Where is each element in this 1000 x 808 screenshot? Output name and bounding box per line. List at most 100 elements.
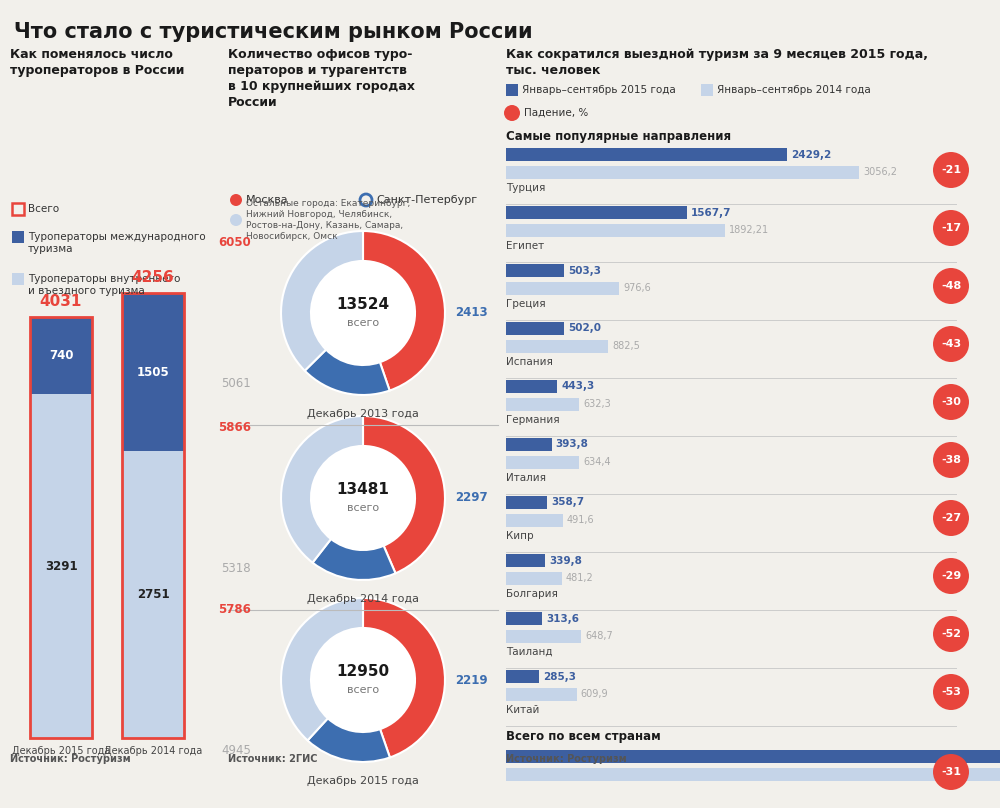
Circle shape: [933, 210, 969, 246]
Text: Декабрь 2014 года: Декабрь 2014 года: [307, 594, 419, 604]
Text: Таиланд: Таиланд: [506, 647, 552, 657]
Text: всего: всего: [347, 503, 379, 513]
Text: 339,8: 339,8: [549, 556, 582, 566]
Bar: [506, 750, 1000, 763]
Text: Кипр: Кипр: [506, 531, 534, 541]
Wedge shape: [281, 598, 363, 740]
Text: 358,7: 358,7: [551, 498, 585, 507]
Bar: [506, 688, 577, 701]
Text: Туроператоры международного
туризма: Туроператоры международного туризма: [28, 232, 206, 254]
Text: -48: -48: [941, 281, 961, 291]
Text: Январь–сентябрь 2015 года: Январь–сентябрь 2015 года: [522, 85, 676, 95]
Bar: [506, 612, 542, 625]
Bar: [506, 630, 581, 643]
Wedge shape: [308, 718, 390, 762]
Circle shape: [311, 261, 415, 365]
Text: Санкт-Петербург: Санкт-Петербург: [376, 195, 477, 205]
Text: -27: -27: [941, 513, 961, 523]
Bar: [12, 231, 24, 243]
Text: 5786: 5786: [218, 603, 251, 616]
Text: 1505: 1505: [137, 365, 169, 379]
Text: 740: 740: [49, 349, 73, 362]
Text: 393,8: 393,8: [556, 440, 588, 449]
Bar: [30, 317, 92, 394]
Bar: [506, 670, 539, 683]
Text: Китай: Китай: [506, 705, 539, 715]
Text: 609,9: 609,9: [581, 689, 608, 700]
Bar: [506, 380, 557, 393]
Bar: [506, 340, 608, 353]
Text: всего: всего: [347, 685, 379, 695]
Wedge shape: [305, 350, 390, 395]
Text: Количество офисов туро-
ператоров и турагентств
в 10 крупнейших городах
России: Количество офисов туро- ператоров и тура…: [228, 48, 415, 109]
Text: 285,3: 285,3: [543, 671, 576, 681]
Text: 882,5: 882,5: [612, 342, 640, 351]
Bar: [506, 224, 725, 237]
Wedge shape: [363, 231, 445, 390]
Bar: [122, 451, 184, 738]
Text: Декабрь 2015 года: Декабрь 2015 года: [12, 746, 110, 756]
Bar: [506, 166, 859, 179]
Bar: [12, 273, 24, 285]
Text: -17: -17: [941, 223, 961, 233]
Circle shape: [933, 674, 969, 710]
Wedge shape: [363, 416, 445, 574]
Circle shape: [933, 152, 969, 188]
Text: 2751: 2751: [137, 588, 169, 601]
Bar: [506, 398, 579, 411]
Text: Декабрь 2013 года: Декабрь 2013 года: [307, 409, 419, 419]
Text: 491,6: 491,6: [567, 516, 594, 525]
Text: -31: -31: [941, 767, 961, 777]
Wedge shape: [363, 598, 445, 757]
Circle shape: [933, 268, 969, 304]
Text: 1892,21: 1892,21: [729, 225, 769, 235]
Text: 5061: 5061: [221, 377, 251, 390]
Text: Декабрь 2015 года: Декабрь 2015 года: [307, 776, 419, 786]
Circle shape: [933, 442, 969, 478]
Bar: [506, 282, 619, 295]
Wedge shape: [281, 416, 363, 562]
Text: Германия: Германия: [506, 415, 560, 425]
Text: 4031: 4031: [40, 294, 82, 309]
Bar: [506, 206, 687, 219]
Text: 2413: 2413: [455, 306, 488, 319]
Text: 3291: 3291: [45, 560, 77, 573]
Text: 2297: 2297: [455, 491, 488, 504]
Text: Как поменялось число
туроператоров в России: Как поменялось число туроператоров в Рос…: [10, 48, 184, 77]
Text: -21: -21: [941, 165, 961, 175]
Circle shape: [311, 628, 415, 732]
Text: 976,6: 976,6: [623, 284, 651, 293]
Circle shape: [311, 446, 415, 550]
Text: Испания: Испания: [506, 357, 553, 367]
Bar: [701, 84, 713, 96]
Bar: [506, 456, 579, 469]
Bar: [506, 264, 564, 277]
Text: -52: -52: [941, 629, 961, 639]
FancyBboxPatch shape: [12, 203, 24, 215]
Text: 313,6: 313,6: [546, 613, 579, 624]
Circle shape: [230, 214, 242, 226]
Text: Остальные города: Екатеринбург,
Нижний Новгород, Челябинск,
Ростов-на-Дону, Каза: Остальные города: Екатеринбург, Нижний Н…: [246, 200, 410, 241]
Text: 2219: 2219: [455, 674, 488, 687]
Bar: [506, 768, 1000, 781]
Text: -29: -29: [941, 571, 961, 581]
Text: 1567,7: 1567,7: [691, 208, 732, 217]
Text: 5866: 5866: [218, 421, 251, 434]
Text: 2429,2: 2429,2: [791, 149, 831, 159]
Text: -38: -38: [941, 455, 961, 465]
Text: 13524: 13524: [336, 297, 390, 313]
Text: Турция: Турция: [506, 183, 545, 193]
Text: Источник: Ростуризм: Источник: Ростуризм: [506, 754, 627, 764]
Text: Греция: Греция: [506, 299, 546, 309]
Text: 6050: 6050: [218, 236, 251, 249]
Circle shape: [504, 105, 520, 121]
Bar: [506, 572, 562, 585]
Text: Декабрь 2014 года: Декабрь 2014 года: [104, 746, 202, 756]
Text: Январь–сентябрь 2014 года: Январь–сентябрь 2014 года: [717, 85, 871, 95]
Text: 503,3: 503,3: [568, 266, 601, 276]
Text: Падение, %: Падение, %: [524, 108, 588, 118]
Text: Источник: 2ГИС: Источник: 2ГИС: [228, 754, 318, 764]
Bar: [122, 293, 184, 738]
Text: Всего по всем странам: Всего по всем странам: [506, 730, 661, 743]
Text: 648,7: 648,7: [585, 632, 613, 642]
